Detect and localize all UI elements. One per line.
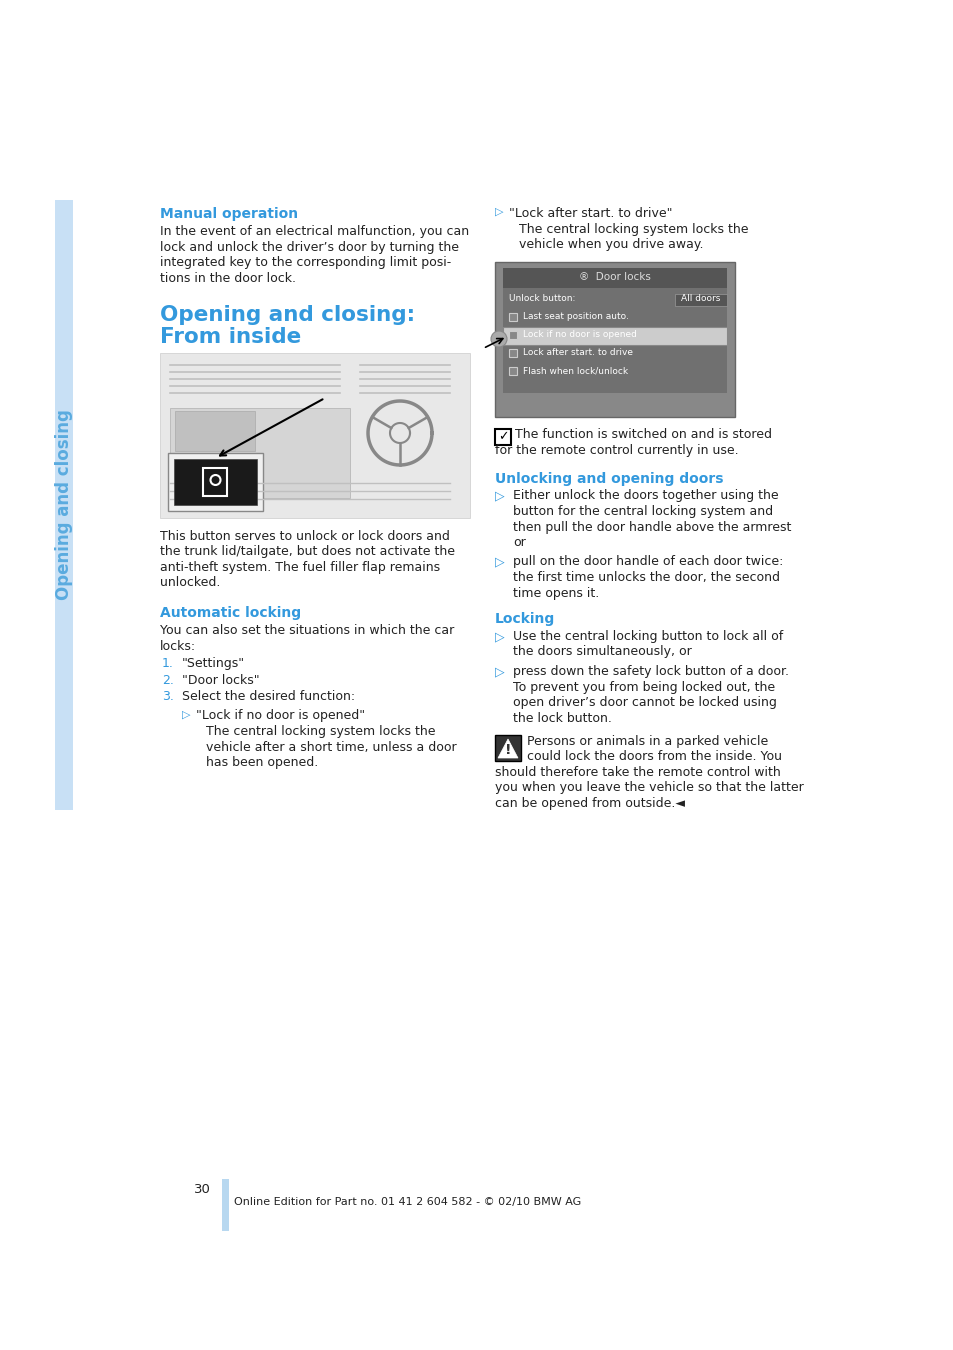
Text: This button serves to unlock or lock doors and: This button serves to unlock or lock doo… [160, 531, 450, 543]
Text: Use the central locking button to lock all of: Use the central locking button to lock a… [513, 630, 782, 643]
Text: button for the central locking system and: button for the central locking system an… [513, 505, 772, 518]
Text: Last seat position auto.: Last seat position auto. [522, 312, 628, 321]
Text: ✓: ✓ [497, 431, 508, 443]
Bar [203, 468, 227, 495]
Circle shape [491, 331, 506, 347]
Text: Unlocking and opening doors: Unlocking and opening doors [495, 471, 722, 486]
Bar [495, 428, 511, 444]
Text: Persons or animals in a parked vehicle: Persons or animals in a parked vehicle [526, 734, 767, 748]
Bar [495, 262, 734, 417]
Text: The central locking system locks the: The central locking system locks the [206, 725, 435, 738]
Text: 2.: 2. [162, 674, 173, 687]
Bar [168, 454, 263, 512]
Text: you when you leave the vehicle so that the latter: you when you leave the vehicle so that t… [495, 782, 803, 795]
Text: open driver’s door cannot be locked using: open driver’s door cannot be locked usin… [513, 697, 776, 709]
Bar [170, 408, 350, 498]
Text: 3.: 3. [162, 690, 173, 703]
Text: Opening and closing: Opening and closing [55, 409, 73, 601]
Text: Select the desired function:: Select the desired function: [182, 690, 355, 703]
Text: "Settings": "Settings" [182, 657, 245, 670]
Text: ▷: ▷ [495, 207, 503, 217]
Text: ®  Door locks: ® Door locks [578, 273, 650, 282]
Bar [502, 267, 726, 288]
Text: the trunk lid/tailgate, but does not activate the: the trunk lid/tailgate, but does not act… [160, 545, 455, 559]
Text: The central locking system locks the: The central locking system locks the [518, 223, 748, 235]
Bar [502, 267, 726, 393]
Text: Manual operation: Manual operation [160, 207, 297, 221]
Text: 30: 30 [193, 1183, 211, 1196]
Text: "Door locks": "Door locks" [182, 674, 259, 687]
Text: "Lock if no door is opened": "Lock if no door is opened" [195, 710, 365, 722]
Text: integrated key to the corresponding limit posi-: integrated key to the corresponding limi… [160, 256, 451, 269]
Text: ▷: ▷ [495, 555, 504, 568]
Text: for the remote control currently in use.: for the remote control currently in use. [495, 444, 738, 458]
Text: then pull the door handle above the armrest: then pull the door handle above the armr… [513, 521, 791, 533]
Text: Lock after start. to drive: Lock after start. to drive [522, 348, 633, 356]
Text: or: or [513, 536, 525, 549]
Bar [509, 312, 517, 320]
Text: ▷: ▷ [495, 490, 504, 502]
Bar [502, 327, 726, 344]
Text: Either unlock the doors together using the: Either unlock the doors together using t… [513, 490, 778, 502]
Bar [55, 200, 73, 810]
Text: vehicle after a short time, unless a door: vehicle after a short time, unless a doo… [206, 741, 456, 753]
Text: All doors: All doors [680, 294, 720, 302]
Text: Automatic locking: Automatic locking [160, 606, 301, 620]
Text: the doors simultaneously, or: the doors simultaneously, or [513, 645, 691, 659]
Bar [222, 1179, 229, 1231]
Bar [509, 331, 517, 339]
Text: The function is switched on and is stored: The function is switched on and is store… [515, 428, 771, 441]
Text: !: ! [504, 743, 511, 757]
Text: To prevent you from being locked out, the: To prevent you from being locked out, th… [513, 680, 774, 694]
Text: tions in the door lock.: tions in the door lock. [160, 271, 295, 285]
Bar [160, 352, 470, 518]
Text: lock and unlock the driver’s door by turning the: lock and unlock the driver’s door by tur… [160, 240, 458, 254]
Text: the first time unlocks the door, the second: the first time unlocks the door, the sec… [513, 571, 780, 585]
Text: Unlock button:: Unlock button: [509, 294, 575, 302]
Bar [675, 293, 726, 305]
Text: In the event of an electrical malfunction, you can: In the event of an electrical malfunctio… [160, 225, 469, 238]
Text: Opening and closing:: Opening and closing: [160, 305, 415, 325]
Bar [509, 366, 517, 374]
Text: Locking: Locking [495, 612, 555, 626]
Polygon shape [497, 738, 517, 757]
Text: unlocked.: unlocked. [160, 576, 220, 590]
Text: locks:: locks: [160, 640, 196, 652]
Text: the lock button.: the lock button. [513, 711, 611, 725]
Bar [174, 410, 254, 451]
Bar [495, 734, 520, 761]
Text: "Lock after start. to drive": "Lock after start. to drive" [509, 207, 672, 220]
Text: vehicle when you drive away.: vehicle when you drive away. [518, 238, 702, 251]
Text: has been opened.: has been opened. [206, 756, 318, 770]
Bar [509, 348, 517, 356]
Text: pull on the door handle of each door twice:: pull on the door handle of each door twi… [513, 555, 782, 568]
Text: time opens it.: time opens it. [513, 586, 598, 599]
Text: You can also set the situations in which the car: You can also set the situations in which… [160, 624, 454, 637]
Text: ▷: ▷ [495, 666, 504, 678]
Text: 1.: 1. [162, 657, 173, 670]
Text: Flash when lock/unlock: Flash when lock/unlock [522, 366, 627, 375]
Text: Online Edition for Part no. 01 41 2 604 582 - © 02/10 BMW AG: Online Edition for Part no. 01 41 2 604 … [233, 1197, 580, 1207]
Text: ▷: ▷ [182, 710, 191, 720]
Text: anti-theft system. The fuel filler flap remains: anti-theft system. The fuel filler flap … [160, 562, 439, 574]
Text: should therefore take the remote control with: should therefore take the remote control… [495, 765, 780, 779]
Text: From inside: From inside [160, 327, 301, 347]
Text: Lock if no door is opened: Lock if no door is opened [522, 329, 637, 339]
Text: ▷: ▷ [495, 630, 504, 643]
Text: can be opened from outside.◄: can be opened from outside.◄ [495, 796, 684, 810]
Text: could lock the doors from the inside. You: could lock the doors from the inside. Yo… [526, 751, 781, 764]
Bar [173, 459, 256, 505]
Text: press down the safety lock button of a door.: press down the safety lock button of a d… [513, 666, 788, 678]
